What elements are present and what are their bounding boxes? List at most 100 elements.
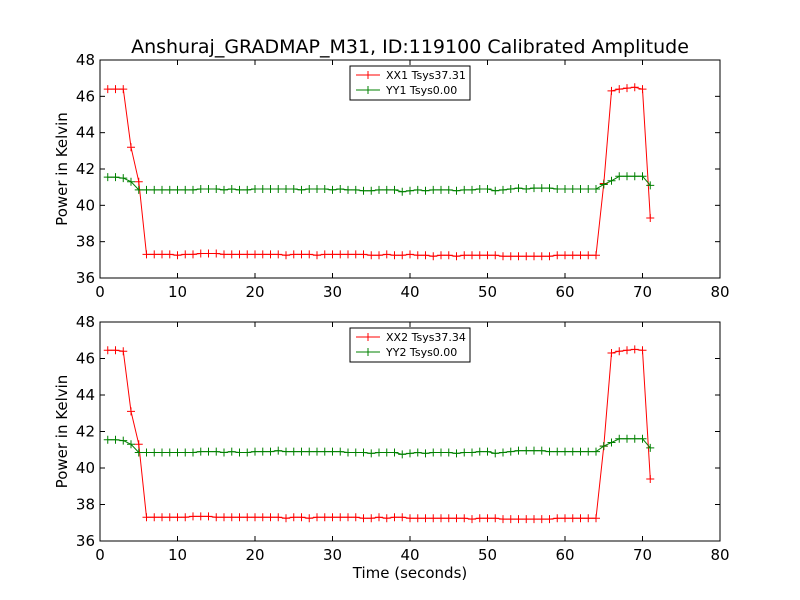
x-tick-label: 20	[245, 283, 264, 301]
data-point	[336, 447, 345, 456]
data-point	[646, 181, 655, 190]
data-point	[638, 85, 647, 94]
data-point	[592, 514, 600, 523]
data-point	[351, 448, 360, 457]
data-point	[444, 448, 453, 457]
data-point	[514, 184, 523, 193]
data-point	[553, 447, 562, 456]
data-point	[212, 447, 221, 456]
data-point	[530, 446, 538, 455]
data-point	[413, 514, 422, 523]
y-tick-label: 46	[76, 87, 95, 105]
data-point	[623, 346, 631, 355]
data-point	[189, 448, 197, 457]
data-point	[212, 513, 221, 522]
data-point	[189, 512, 197, 521]
data-point	[615, 347, 624, 356]
data-point	[150, 185, 159, 194]
data-point	[375, 185, 383, 194]
legend: XX2 Tsys37.34 YY2 Tsys0.00	[349, 327, 471, 363]
data-point	[615, 85, 624, 94]
data-point	[204, 184, 213, 193]
data-point	[545, 184, 554, 193]
data-point	[382, 448, 391, 457]
data-point	[181, 513, 190, 522]
data-point	[359, 514, 368, 523]
data-point	[460, 514, 469, 523]
data-point	[561, 251, 569, 260]
data-point	[630, 345, 639, 354]
data-point	[351, 185, 360, 194]
x-tick-label: 40	[400, 283, 419, 301]
data-point	[444, 514, 453, 523]
data-point	[289, 447, 298, 456]
data-point	[483, 184, 492, 193]
data-point	[297, 250, 306, 259]
x-tick-label: 80	[710, 546, 729, 564]
data-point	[607, 438, 616, 447]
data-point	[127, 143, 135, 152]
data-point	[158, 448, 166, 457]
data-point	[258, 184, 267, 193]
data-point	[173, 251, 182, 260]
data-point	[328, 447, 337, 456]
data-point	[251, 184, 259, 193]
data-point	[196, 512, 205, 521]
data-point	[165, 513, 174, 522]
x-tick-label: 80	[710, 283, 729, 301]
data-point	[227, 250, 236, 259]
data-point	[607, 176, 616, 185]
y-tick-label: 46	[76, 350, 95, 368]
data-point	[468, 515, 476, 524]
data-point	[158, 185, 166, 194]
data-point	[475, 251, 484, 260]
data-point	[530, 252, 538, 261]
data-point	[646, 474, 655, 483]
x-tick-label: 50	[478, 546, 497, 564]
data-point	[274, 513, 283, 522]
data-point	[351, 250, 360, 259]
y-tick-label: 38	[76, 496, 95, 514]
data-point	[437, 514, 445, 523]
data-point	[103, 435, 112, 444]
y-axis-label: Power in Kelvin	[53, 375, 71, 489]
data-point	[545, 447, 554, 456]
data-point	[514, 446, 523, 455]
data-point	[204, 447, 213, 456]
legend-label: YY2 Tsys0.00	[385, 346, 457, 359]
y-tick-label: 42	[76, 160, 95, 178]
y-tick-label: 40	[76, 459, 95, 477]
data-point	[142, 185, 151, 194]
data-point	[351, 513, 360, 522]
data-point	[119, 347, 128, 356]
data-point	[103, 346, 112, 355]
y-tick-label: 48	[76, 313, 95, 331]
data-point	[522, 252, 531, 261]
data-point	[227, 184, 236, 193]
data-point	[266, 250, 275, 259]
data-point	[530, 515, 538, 524]
data-point	[328, 513, 337, 522]
data-point	[646, 443, 655, 452]
data-point	[390, 251, 399, 260]
data-point	[437, 251, 445, 260]
data-point	[258, 447, 267, 456]
data-point	[189, 250, 197, 259]
data-point	[243, 250, 252, 259]
data-point	[336, 250, 345, 259]
data-point	[359, 250, 368, 259]
data-point	[584, 447, 593, 456]
legend-box	[349, 65, 471, 101]
data-point	[568, 514, 577, 523]
data-point	[181, 185, 190, 194]
series-1	[103, 83, 655, 261]
data-point	[212, 249, 221, 258]
y-tick-label: 44	[76, 124, 95, 142]
data-point	[475, 514, 484, 523]
data-point	[313, 184, 321, 193]
data-point	[313, 251, 321, 260]
data-point	[119, 436, 128, 445]
data-point	[173, 448, 182, 457]
data-point	[638, 172, 647, 181]
data-point	[173, 513, 182, 522]
